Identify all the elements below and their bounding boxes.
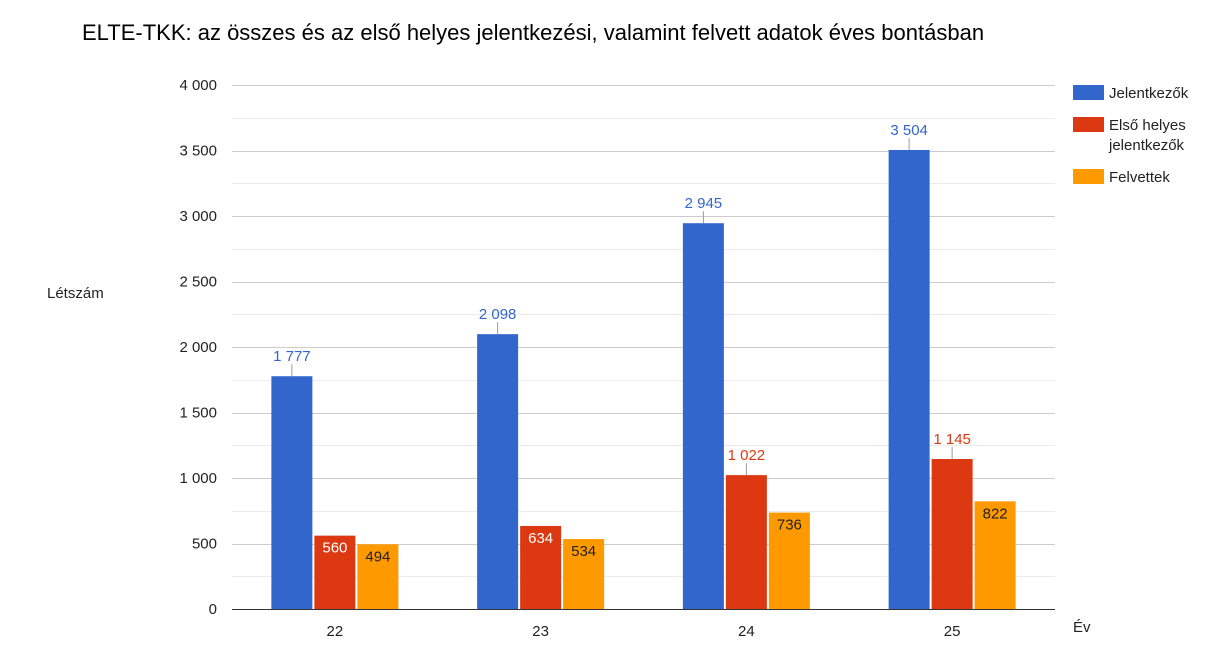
bar (357, 544, 399, 609)
data-label: 736 (777, 517, 802, 534)
chart-title: ELTE-TKK: az összes és az első helyes je… (82, 20, 984, 45)
legend-label: Felvettek (1109, 169, 1170, 186)
bar (271, 376, 313, 609)
bar (682, 223, 724, 609)
data-label: 1 777 (273, 348, 311, 365)
bar (563, 539, 605, 609)
legend-swatch (1073, 169, 1104, 184)
bars: 1 777 560 494 2 098 634 534 2 945 1 022 736 3 504… (271, 122, 1016, 609)
legend-label: jelentkezők (1108, 137, 1185, 154)
y-axis-label: Létszám (47, 285, 104, 302)
x-tick-label: 23 (532, 623, 549, 640)
bar (314, 535, 356, 609)
bar (768, 512, 810, 609)
y-tick-label: 2 500 (179, 274, 217, 291)
y-tick-label: 0 (209, 601, 217, 618)
y-tick-label: 2 000 (179, 339, 217, 356)
x-axis-label: Év (1073, 619, 1091, 636)
data-label: 1 145 (933, 431, 971, 448)
data-label: 3 504 (890, 122, 928, 139)
data-label: 822 (983, 505, 1008, 522)
legend-label: Első helyes (1109, 117, 1186, 134)
legend-swatch (1073, 117, 1104, 132)
data-label: 2 098 (479, 306, 517, 323)
x-tick-label: 24 (738, 623, 755, 640)
y-tick-label: 1 500 (179, 405, 217, 422)
y-tick-label: 500 (192, 536, 217, 553)
legend-label: Jelentkezők (1109, 85, 1189, 102)
bar (725, 475, 767, 609)
x-tick-labels: 22 23 24 25 (327, 623, 961, 640)
data-label: 494 (365, 548, 390, 565)
data-label: 2 945 (685, 195, 723, 212)
x-tick-label: 25 (944, 623, 961, 640)
bar (888, 149, 930, 609)
data-label: 534 (571, 543, 596, 560)
bar (520, 525, 562, 609)
y-tick-label: 3 500 (179, 143, 217, 160)
legend-swatch (1073, 85, 1104, 100)
gridlines (232, 85, 1055, 610)
bar (931, 459, 973, 609)
data-label: 634 (528, 530, 553, 547)
bar (477, 334, 519, 609)
data-label: 1 022 (728, 447, 766, 464)
legend: Jelentkezők Első helyes jelentkezők Felvett… (1073, 85, 1189, 186)
bar (974, 501, 1016, 609)
y-tick-label: 4 000 (179, 77, 217, 94)
y-tick-label: 3 000 (179, 208, 217, 225)
data-label: 560 (322, 540, 347, 557)
y-tick-labels: 0 500 1 000 1 500 2 000 2 500 3 000 3 500 4 000 (179, 77, 217, 618)
x-tick-label: 22 (327, 623, 344, 640)
y-tick-label: 1 000 (179, 470, 217, 487)
